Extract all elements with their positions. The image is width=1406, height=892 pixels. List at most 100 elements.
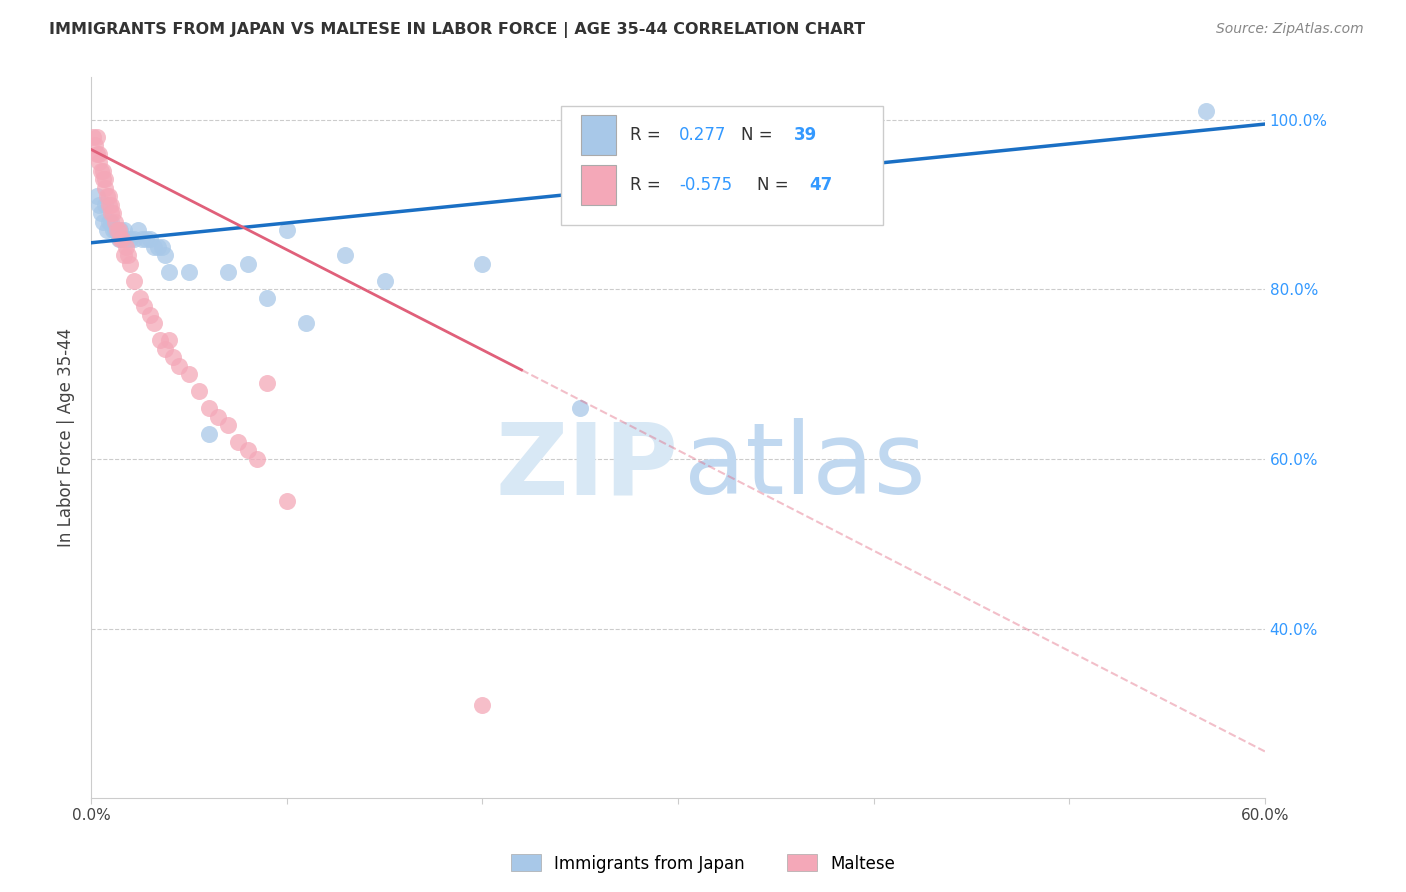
Point [94,172,117,186]
Y-axis label: In Labor Force | Age 35-44: In Labor Force | Age 35-44 [58,328,75,548]
Point [97,214,120,228]
Point [276,494,298,508]
Point [150,240,173,254]
Point [295,316,318,330]
Point [157,265,180,279]
Point [112,223,135,237]
Point [94,197,117,211]
Point [111,231,134,245]
Point [96,223,118,237]
Point [97,189,120,203]
Point [86,146,108,161]
Point [91,163,114,178]
Point [177,265,200,279]
Point [256,291,278,305]
Point [84,138,107,153]
Point [94,180,117,194]
Point [217,417,239,432]
Point [87,155,110,169]
Point [276,223,298,237]
Point [110,231,132,245]
Point [139,231,162,245]
Point [110,223,132,237]
Point [87,146,110,161]
Point [97,197,120,211]
Point [100,214,122,228]
Point [471,257,494,271]
Point [91,214,114,228]
Point [104,223,127,237]
Point [100,197,122,211]
Point [117,248,139,262]
Point [122,231,145,245]
Text: IMMIGRANTS FROM JAPAN VS MALTESE IN LABOR FORCE | AGE 35-44 CORRELATION CHART: IMMIGRANTS FROM JAPAN VS MALTESE IN LABO… [49,22,865,38]
Point [162,350,184,364]
Point [246,452,269,467]
Text: Source: ZipAtlas.com: Source: ZipAtlas.com [1216,22,1364,37]
Text: N =: N = [756,176,789,194]
Point [87,197,110,211]
Point [82,129,104,144]
Point [374,274,396,288]
Point [236,443,259,458]
Bar [581,165,616,205]
Point [96,189,118,203]
Point [471,698,494,712]
Point [217,265,239,279]
Point [155,342,177,356]
Text: N =: N = [741,126,773,144]
Point [86,129,108,144]
Point [146,240,169,254]
Point [132,299,155,313]
Point [135,231,157,245]
Point [112,248,135,262]
Point [1195,104,1218,119]
Point [129,291,152,305]
Text: R =: R = [630,176,661,194]
Point [120,257,142,271]
Text: R =: R = [630,126,661,144]
Point [86,189,108,203]
Point [149,333,172,347]
Point [107,223,129,237]
Point [115,240,138,254]
Point [142,316,165,330]
Point [142,240,165,254]
Point [101,223,124,237]
Point [569,401,592,415]
Point [122,274,145,288]
Point [127,223,149,237]
Point [115,231,138,245]
Point [107,231,129,245]
Text: 0.277: 0.277 [679,126,727,144]
Point [157,333,180,347]
Point [90,206,112,220]
Point [100,206,122,220]
Point [256,376,278,390]
Text: 47: 47 [810,176,832,194]
Point [101,206,124,220]
Point [177,367,200,381]
Text: -0.575: -0.575 [679,176,733,194]
Point [197,401,219,415]
Text: ZIP: ZIP [495,418,678,515]
Bar [581,115,616,154]
Point [105,223,128,237]
Point [120,231,142,245]
Point [104,214,127,228]
Point [90,163,112,178]
Point [197,426,219,441]
Point [139,308,162,322]
Point [131,231,153,245]
Point [335,248,357,262]
Point [226,435,249,450]
Point [236,257,259,271]
FancyBboxPatch shape [561,106,883,225]
Point [105,223,128,237]
Text: atlas: atlas [683,418,925,515]
Point [207,409,229,424]
Legend: Immigrants from Japan, Maltese: Immigrants from Japan, Maltese [505,847,901,880]
Text: 39: 39 [794,126,817,144]
Point [91,172,114,186]
Point [111,231,134,245]
